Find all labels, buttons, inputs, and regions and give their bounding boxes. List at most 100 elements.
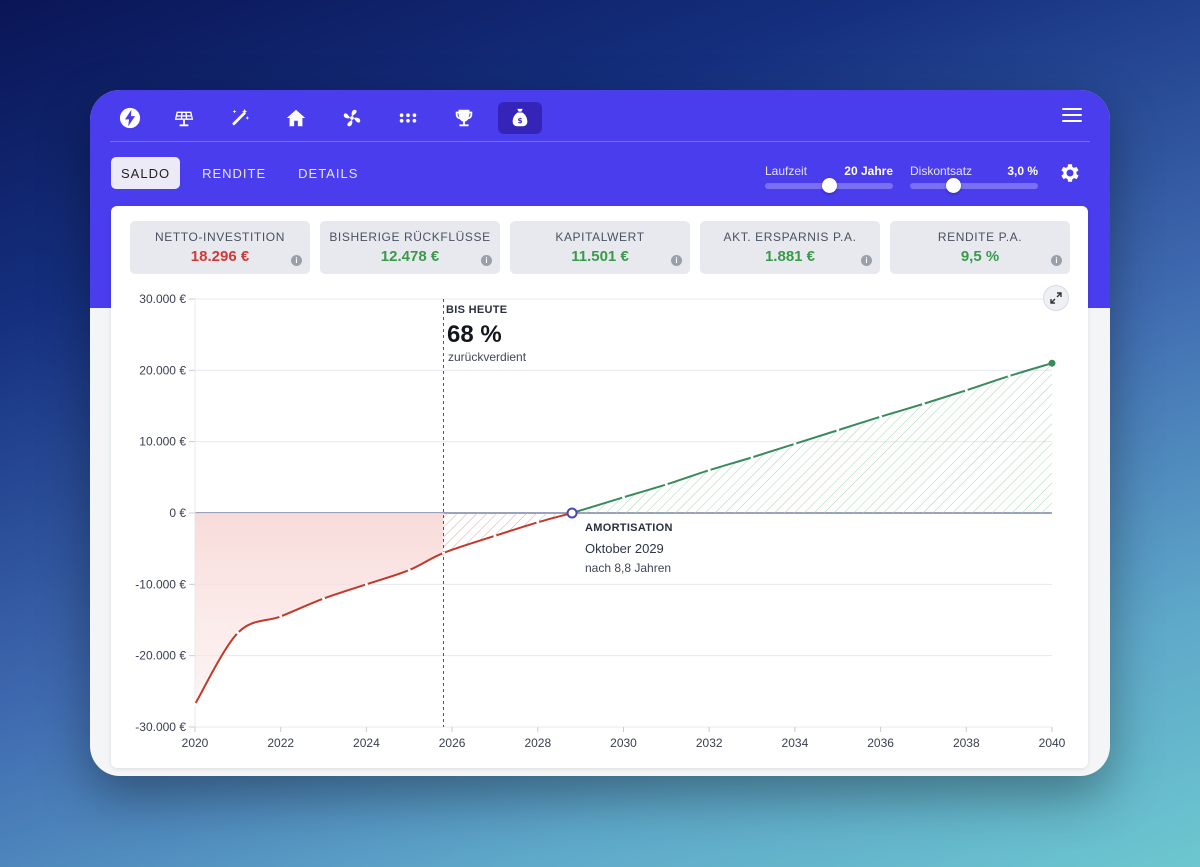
data-point xyxy=(1048,359,1056,367)
laufzeit-value: 20 Jahre xyxy=(844,164,893,178)
today-percent: 68 % xyxy=(447,321,502,348)
data-point xyxy=(407,568,411,572)
saldo-chart: 30.000 € 20.000 € 10.000 € 0 € -10.000 € -20.… xyxy=(135,292,1066,750)
y-tick-label: 10.000 € xyxy=(139,435,186,449)
info-icon[interactable]: i xyxy=(861,255,872,266)
x-tick-label: 2024 xyxy=(353,736,380,750)
kpi-title: AKT. ERSPARNIS P.A. xyxy=(723,230,857,244)
y-tick-label: -10.000 € xyxy=(135,577,186,591)
kpi-title: BISHERIGE RÜCKFLÜSSE xyxy=(329,230,491,244)
y-tick-label: 30.000 € xyxy=(139,292,186,306)
series-line-positive xyxy=(571,362,1053,514)
tab-saldo[interactable]: SALDO xyxy=(111,157,181,189)
x-tick-label: 2026 xyxy=(439,736,466,750)
kpi-title: NETTO-INVESTITION xyxy=(155,230,285,244)
info-icon[interactable]: i xyxy=(481,255,492,266)
y-tick-label: -20.000 € xyxy=(135,649,186,663)
kpi-row: NETTO-INVESTITION 18.296 € i BISHERIGE R… xyxy=(130,221,1080,274)
data-point xyxy=(493,534,497,538)
y-tick-label: -30.000 € xyxy=(135,720,186,734)
x-tick-label: 2034 xyxy=(782,736,809,750)
series-line-negative xyxy=(194,512,573,705)
x-tick-label: 2028 xyxy=(524,736,551,750)
amortisation-date: Oktober 2029 xyxy=(585,541,664,556)
data-point xyxy=(236,631,240,635)
kpi-ersparnis: AKT. ERSPARNIS P.A. 1.881 € i xyxy=(700,221,880,274)
diskontsatz-slider-thumb[interactable] xyxy=(946,178,962,193)
data-point xyxy=(442,551,446,555)
laufzeit-label: Laufzeit xyxy=(765,164,808,178)
kpi-value: 12.478 € xyxy=(380,248,440,265)
diskontsatz-control: Diskontsatz 3,0 % xyxy=(910,162,1038,193)
y-tick-label: 20.000 € xyxy=(139,363,186,377)
data-point xyxy=(279,614,283,618)
header-divider xyxy=(110,141,1090,142)
data-point xyxy=(193,702,197,706)
projected-loss-area xyxy=(443,513,573,553)
info-icon[interactable]: i xyxy=(671,255,682,266)
diskontsatz-slider-track[interactable] xyxy=(910,183,1038,189)
data-point xyxy=(364,582,368,586)
x-tick-label: 2020 xyxy=(182,736,209,750)
kpi-value: 9,5 % xyxy=(960,248,1000,265)
menu-icon[interactable] xyxy=(1062,108,1082,124)
tab-rendite[interactable]: RENDITE xyxy=(202,165,267,181)
amortisation-subtitle: nach 8,8 Jahren xyxy=(585,561,672,575)
data-point xyxy=(622,495,625,499)
kpi-netto-investition: NETTO-INVESTITION 18.296 € i xyxy=(130,221,310,274)
expand-icon[interactable] xyxy=(1043,285,1069,311)
profit-area xyxy=(572,363,1052,513)
y-tick-label: 0 € xyxy=(169,506,186,520)
kpi-value: 18.296 € xyxy=(190,248,250,265)
data-point xyxy=(921,402,925,406)
diskontsatz-label: Diskontsatz xyxy=(910,164,973,178)
app-window: $ SALDO RENDITE DETAILS Laufzeit 20 Jahr… xyxy=(90,90,1110,776)
tab-details[interactable]: DETAILS xyxy=(298,165,359,181)
kpi-title: RENDITE P.A. xyxy=(937,230,1023,244)
x-tick-label: 2038 xyxy=(953,736,980,750)
kpi-title: KAPITALWERT xyxy=(555,230,645,244)
view-tabs: SALDO RENDITE DETAILS xyxy=(111,157,380,189)
svg-text:$: $ xyxy=(517,116,522,125)
kpi-value: 1.881 € xyxy=(764,248,816,265)
data-point xyxy=(707,468,711,472)
loss-area xyxy=(195,513,444,705)
kpi-bisherige-rueckfluesse: BISHERIGE RÜCKFLÜSSE 12.478 € i xyxy=(320,221,500,274)
fan-icon[interactable] xyxy=(330,102,374,134)
grid-icon[interactable] xyxy=(386,102,430,134)
gear-icon[interactable] xyxy=(1058,161,1082,185)
info-icon[interactable]: i xyxy=(1051,255,1062,266)
diskontsatz-value: 3,0 % xyxy=(1007,164,1038,178)
logo-bolt-icon[interactable] xyxy=(110,102,150,134)
trophy-icon[interactable] xyxy=(442,102,486,134)
laufzeit-control: Laufzeit 20 Jahre xyxy=(765,162,893,193)
info-icon[interactable]: i xyxy=(291,255,302,266)
kpi-kapitalwert: KAPITALWERT 11.501 € i xyxy=(510,221,690,274)
x-tick-label: 2040 xyxy=(1039,736,1066,750)
kpi-rendite: RENDITE P.A. 9,5 % i xyxy=(890,221,1070,274)
data-point xyxy=(793,442,797,446)
x-tick-label: 2032 xyxy=(696,736,723,750)
data-point xyxy=(1007,374,1011,378)
data-point xyxy=(836,428,840,432)
today-label: BIS HEUTE xyxy=(446,304,508,316)
today-subtitle: zurückverdient xyxy=(448,350,527,364)
x-tick-label: 2030 xyxy=(610,736,637,750)
money-bag-icon[interactable]: $ xyxy=(498,102,542,134)
amortisation-label: AMORTISATION xyxy=(585,522,673,534)
home-icon[interactable] xyxy=(274,102,318,134)
x-tick-label: 2022 xyxy=(267,736,294,750)
data-point xyxy=(536,520,540,524)
x-tick-label: 2036 xyxy=(867,736,894,750)
chart-card: 30.000 € 20.000 € 10.000 € 0 € -10.000 € -20.… xyxy=(111,206,1088,768)
solar-panel-icon[interactable] xyxy=(162,102,206,134)
data-point xyxy=(879,415,883,419)
data-point xyxy=(964,388,968,392)
data-point xyxy=(664,482,668,486)
laufzeit-slider-thumb[interactable] xyxy=(821,178,837,193)
data-point xyxy=(322,597,326,601)
main-nav: $ xyxy=(110,98,554,138)
magic-wand-icon[interactable] xyxy=(218,102,262,134)
data-point xyxy=(750,455,754,459)
kpi-value: 11.501 € xyxy=(571,248,629,265)
